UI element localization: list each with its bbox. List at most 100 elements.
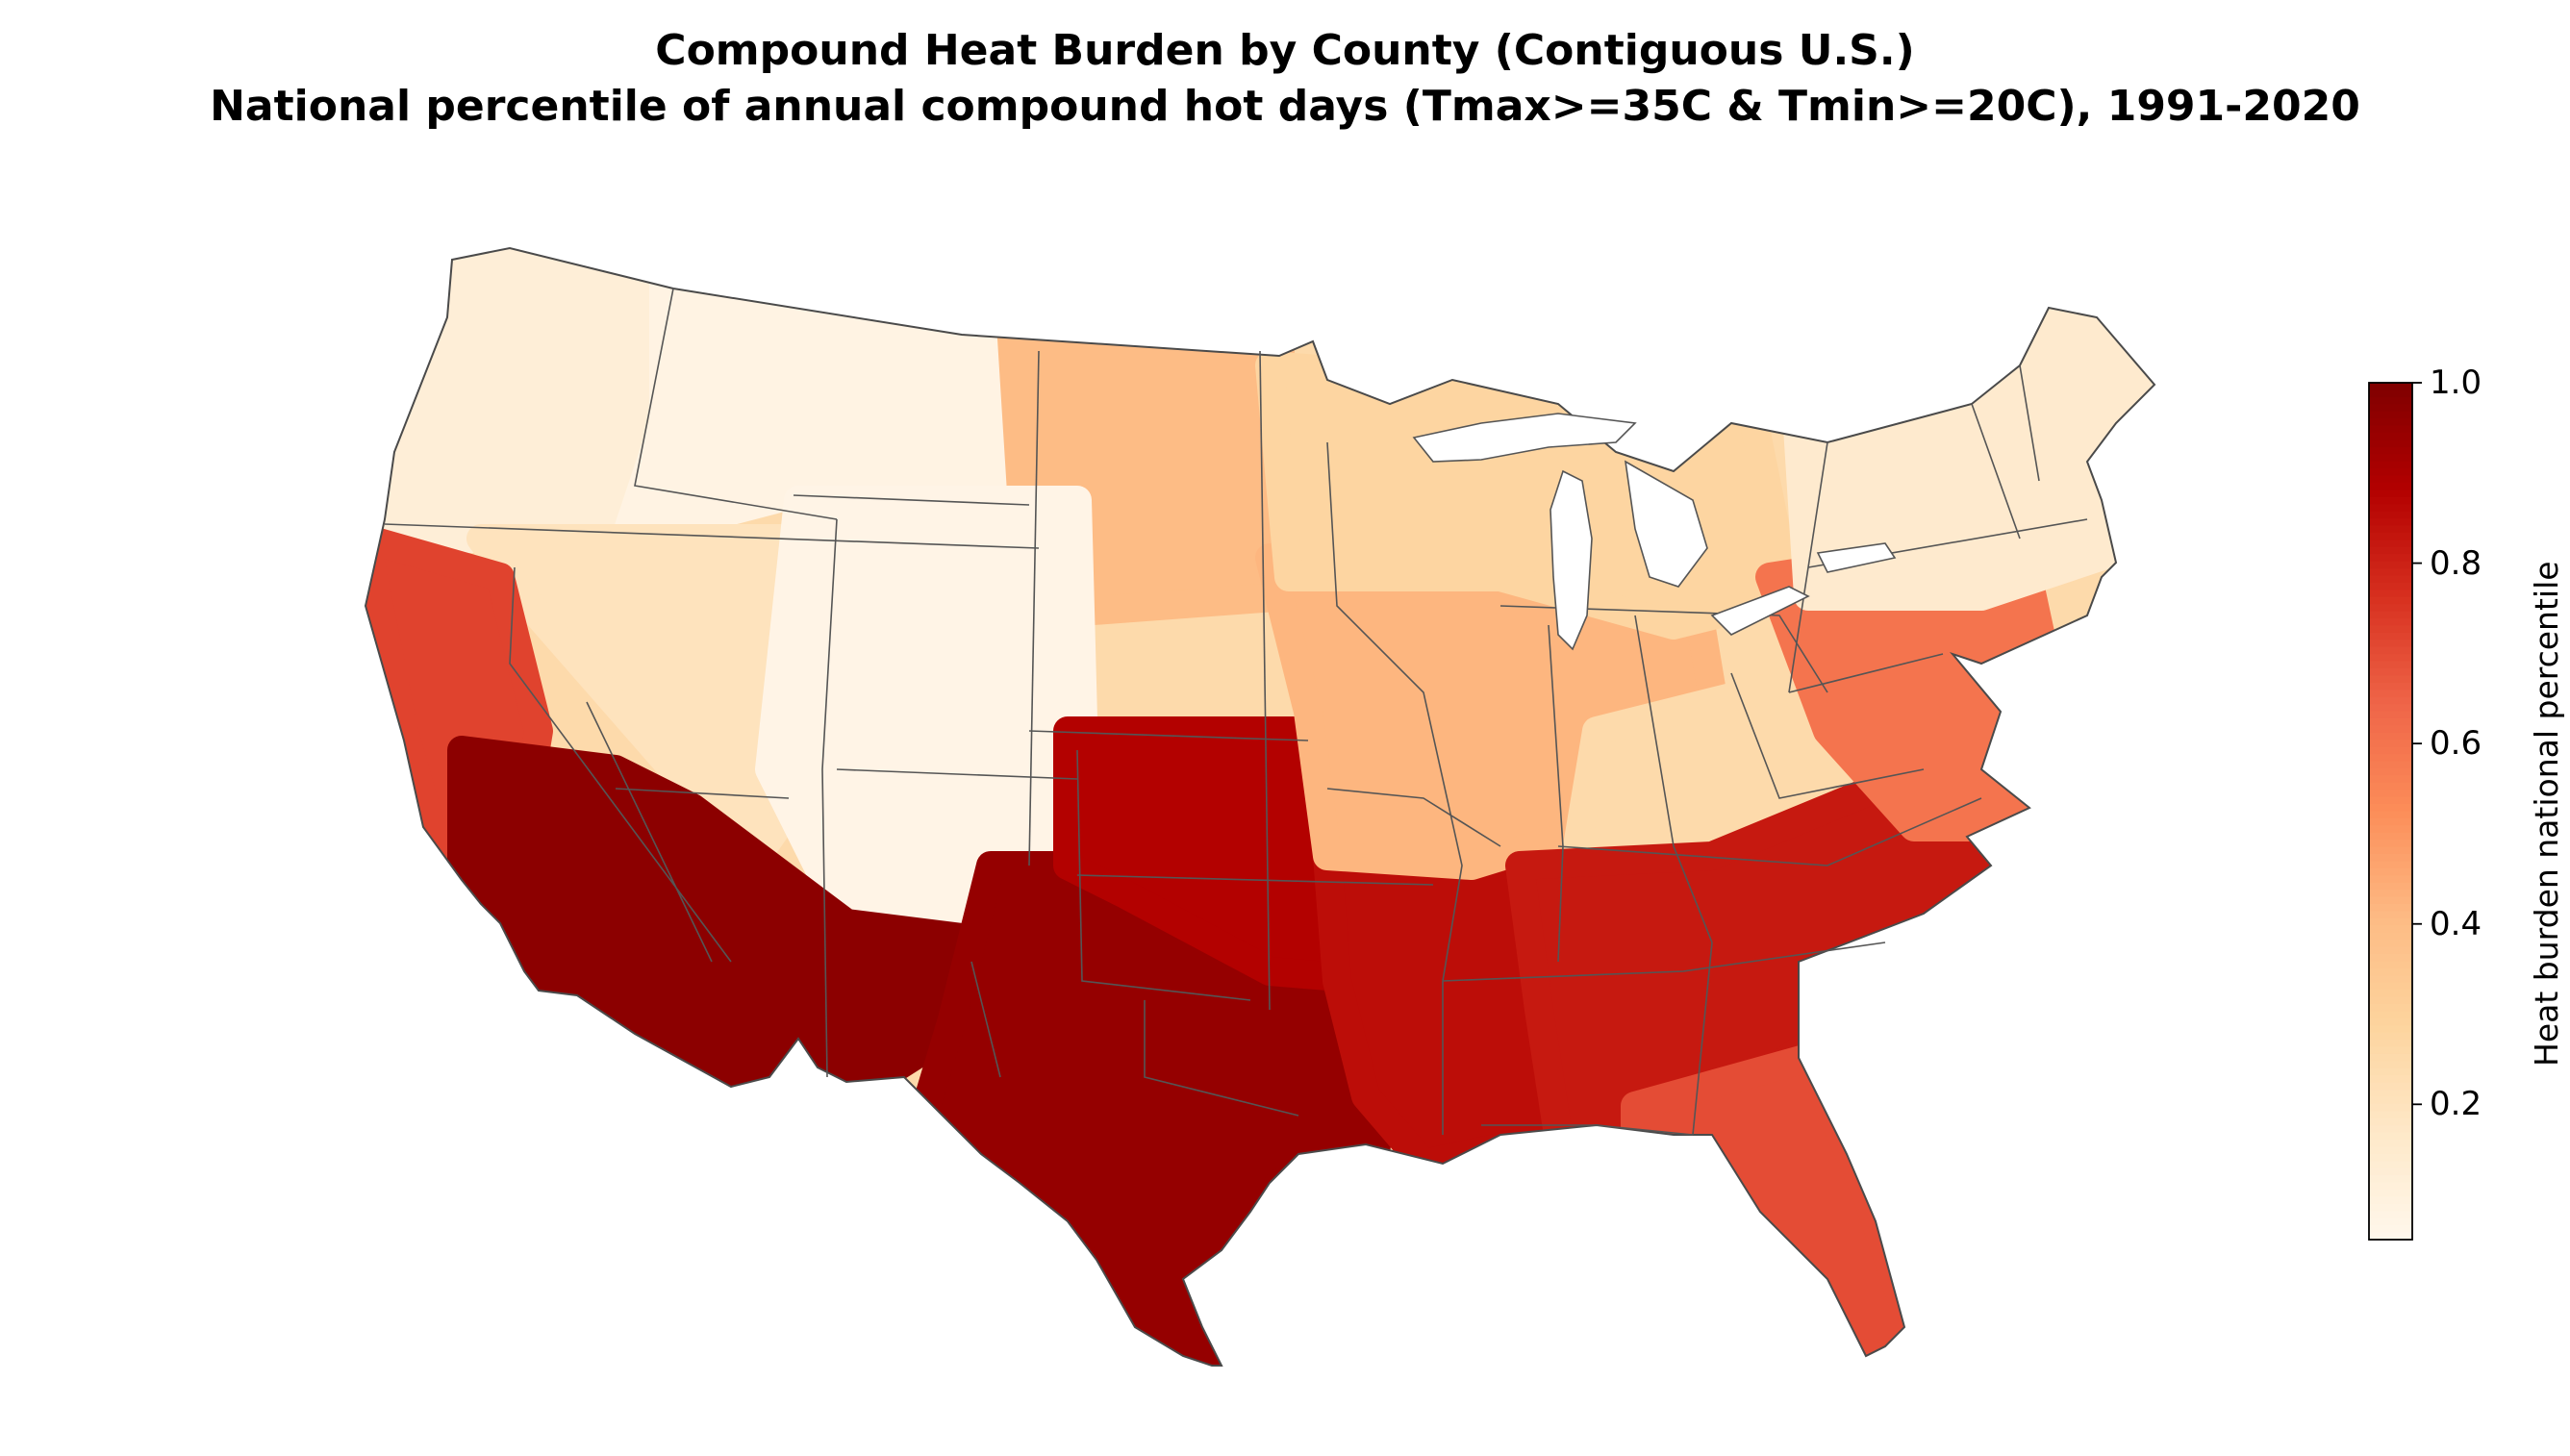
colorbar-band — [2369, 704, 2412, 713]
colorbar-band — [2369, 911, 2412, 919]
colorbar-band — [2369, 389, 2412, 398]
colorbar-band — [2369, 675, 2412, 684]
chart-title: Compound Heat Burden by County (Contiguo… — [0, 23, 2570, 135]
colorbar-band — [2369, 882, 2412, 891]
colorbar-band — [2369, 746, 2412, 755]
colorbar-band — [2369, 1111, 2412, 1119]
colorbar-tick-label: 0.4 — [2430, 904, 2482, 943]
colorbar-band — [2369, 846, 2412, 855]
colorbar-band — [2369, 625, 2412, 634]
colorbar-band — [2369, 840, 2412, 848]
colorbar-band — [2369, 790, 2412, 798]
colorbar-band — [2369, 432, 2412, 441]
colorbar-band — [2369, 575, 2412, 584]
colorbar-band — [2369, 754, 2412, 763]
colorbar-band — [2369, 954, 2412, 963]
colorbar-band — [2369, 590, 2412, 598]
colorbar-band — [2369, 861, 2412, 869]
colorbar-band — [2369, 740, 2412, 748]
colorbar-band — [2369, 640, 2412, 648]
colorbar-band — [2369, 1146, 2412, 1155]
colorbar-band — [2369, 1117, 2412, 1126]
colorbar-band — [2369, 1075, 2412, 1084]
colorbar-band — [2369, 383, 2412, 391]
colorbar — [2368, 382, 2422, 1241]
colorbar-band — [2369, 1025, 2412, 1034]
colorbar-band — [2369, 596, 2412, 605]
colorbar-label: Heat burden national percentile — [2528, 560, 2565, 1067]
colorbar-band — [2369, 1003, 2412, 1013]
colorbar-band — [2369, 611, 2412, 619]
colorbar-band — [2369, 946, 2412, 955]
colorbar-band — [2369, 1061, 2412, 1069]
colorbar-tick-label: 0.6 — [2430, 724, 2482, 764]
colorbar-band — [2369, 767, 2412, 777]
colorbar-band — [2369, 532, 2412, 541]
colorbar-band — [2369, 925, 2412, 934]
lake-erie — [1710, 586, 1810, 636]
colorbar-bands — [2369, 383, 2412, 1241]
colorbar-band — [2369, 454, 2412, 463]
colorbar-band — [2369, 1196, 2412, 1205]
colorbar-band — [2369, 732, 2412, 741]
colorbar-tick-label: 0.2 — [2430, 1085, 2482, 1124]
colorbar-band — [2369, 668, 2412, 677]
colorbar-band — [2369, 932, 2412, 941]
colorbar-band — [2369, 661, 2412, 669]
colorbar-frame — [2368, 382, 2413, 1241]
colorbar-band — [2369, 782, 2412, 791]
colorbar-band — [2369, 961, 2412, 969]
colorbar-band — [2369, 967, 2412, 977]
colorbar-band — [2369, 496, 2412, 506]
colorbar-band — [2369, 1190, 2412, 1198]
colorbar-band — [2369, 1132, 2412, 1141]
colorbar-band — [2369, 1225, 2412, 1234]
colorbar-band — [2369, 1053, 2412, 1063]
colorbar-band — [2369, 690, 2412, 698]
colorbar-band — [2369, 568, 2412, 577]
colorbar-band — [2369, 654, 2412, 663]
colorbar-band — [2369, 804, 2412, 813]
colorbar-band — [2369, 1011, 2412, 1019]
colorbar-band — [2369, 404, 2412, 413]
colorbar-band — [2369, 940, 2412, 948]
colorbar-band — [2369, 482, 2412, 491]
colorbar-band — [2369, 546, 2412, 555]
colorbar-band — [2369, 1218, 2412, 1226]
colorbar-band — [2369, 890, 2412, 898]
colorbar-band — [2369, 1090, 2412, 1098]
colorbar-band — [2369, 1182, 2412, 1191]
colorbar-band — [2369, 1232, 2412, 1241]
colorbar-tick-label: 1.0 — [2430, 364, 2482, 402]
lake-huron — [1624, 460, 1708, 588]
colorbar-tick-label: 0.8 — [2430, 543, 2482, 583]
colorbar-band — [2369, 1096, 2412, 1105]
colorbar-band — [2369, 540, 2412, 548]
colorbar-band — [2369, 411, 2412, 419]
title-line-1: Compound Heat Burden by County (Contiguo… — [655, 26, 1915, 75]
colorbar-band — [2369, 475, 2412, 484]
colorbar-band — [2369, 696, 2412, 705]
colorbar-band — [2369, 1140, 2412, 1148]
colorbar-band — [2369, 682, 2412, 691]
colorbar-band — [2369, 525, 2412, 534]
us-outline — [364, 246, 2156, 1367]
colorbar-band — [2369, 418, 2412, 427]
colorbar-band — [2369, 867, 2412, 877]
colorbar-band — [2369, 632, 2412, 641]
colorbar-band — [2369, 917, 2412, 927]
colorbar-band — [2369, 1082, 2412, 1091]
colorbar-band — [2369, 604, 2412, 613]
colorbar-band — [2369, 446, 2412, 456]
colorbar-band — [2369, 811, 2412, 819]
colorbar-band — [2369, 504, 2412, 513]
great-lakes — [1412, 413, 1897, 651]
colorbar-band — [2369, 1067, 2412, 1077]
colorbar-band — [2369, 761, 2412, 769]
colorbar-band — [2369, 904, 2412, 913]
colorbar-band — [2369, 854, 2412, 863]
colorbar-band — [2369, 511, 2412, 519]
colorbar-band — [2369, 990, 2412, 998]
region-florida — [1621, 1043, 1938, 1366]
colorbar-band — [2369, 646, 2412, 655]
